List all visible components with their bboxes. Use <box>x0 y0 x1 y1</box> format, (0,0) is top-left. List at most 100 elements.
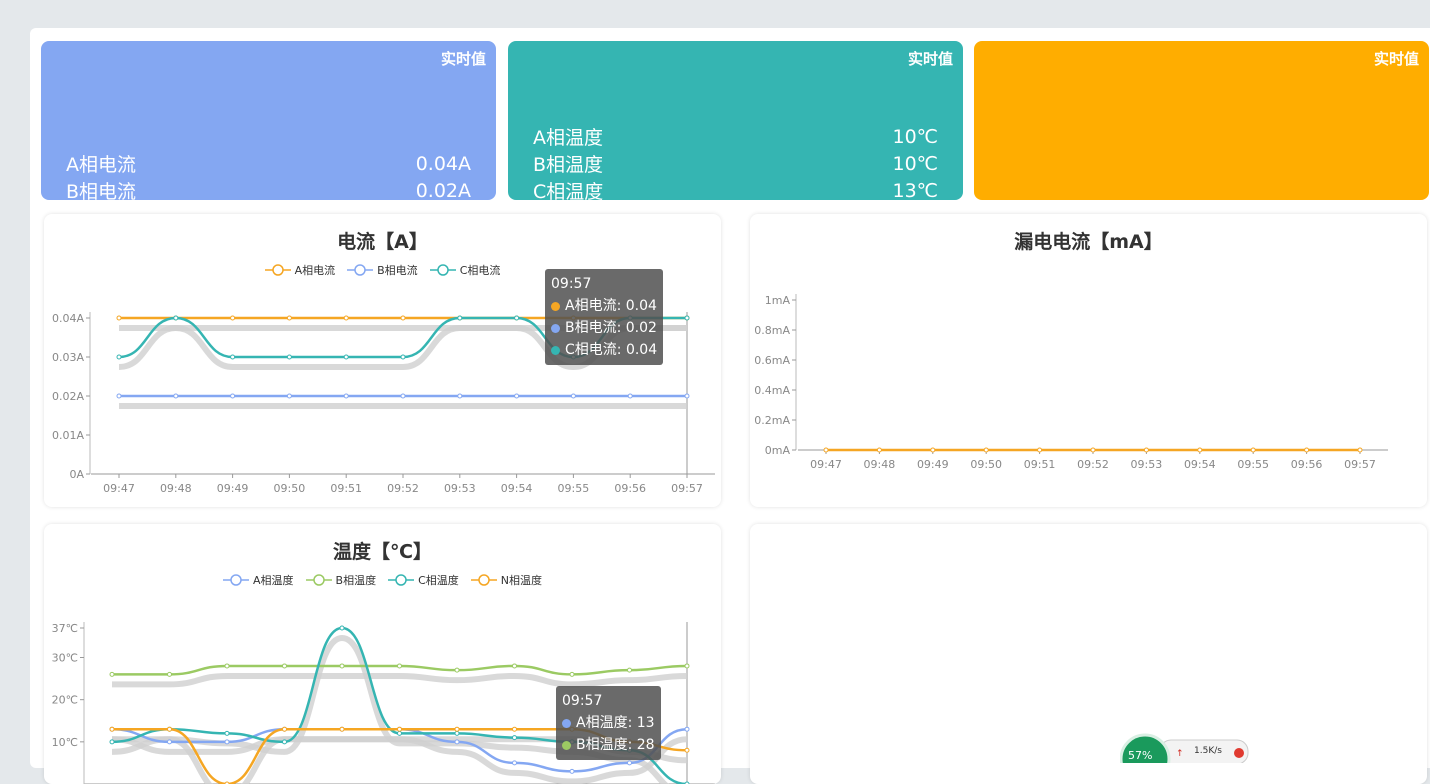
data-point <box>930 447 936 453</box>
leakage-realtime-card: 实时值 漏电电流0mA <box>974 41 1429 230</box>
data-point <box>512 735 517 741</box>
chart-title: 漏电电流【mA】 <box>1014 231 1163 253</box>
legend-marker-icon <box>264 264 291 276</box>
legend-item[interactable]: C相电流 <box>429 262 501 278</box>
data-point <box>823 447 829 453</box>
data-point <box>569 671 575 677</box>
x-tick-label: 09:47 <box>103 482 135 495</box>
data-point <box>339 625 345 631</box>
legend-item[interactable]: A相电流 <box>264 262 335 278</box>
y-tick-label: 37℃ <box>52 622 78 635</box>
legend-marker-icon <box>223 574 249 586</box>
data-point <box>1143 447 1149 453</box>
data-point <box>514 315 520 321</box>
data-point <box>454 730 460 736</box>
tooltip-dot <box>551 345 560 355</box>
data-point <box>569 768 575 774</box>
data-point <box>167 739 172 745</box>
data-point <box>167 726 172 732</box>
data-point <box>1197 447 1203 453</box>
y-tick-label: 0.8mA <box>754 324 790 337</box>
x-tick-label: 09:49 <box>917 458 949 471</box>
data-point <box>454 667 460 673</box>
legend-label: C相电流 <box>459 264 501 277</box>
data-point <box>512 760 517 766</box>
data-point <box>116 354 122 360</box>
x-tick-label: 09:54 <box>1184 458 1216 471</box>
x-tick-label: 09:49 <box>217 482 249 495</box>
data-point <box>457 393 463 399</box>
data-point <box>167 671 172 677</box>
legend-item[interactable]: A相温度 <box>223 572 294 588</box>
data-point <box>1357 447 1363 453</box>
data-point <box>512 726 517 732</box>
tooltip-dot <box>551 323 560 333</box>
chart-title: 温度【℃】 <box>332 541 432 563</box>
data-point <box>684 315 690 321</box>
data-point <box>116 315 122 321</box>
row-label: A相温度 <box>533 127 603 149</box>
data-point <box>514 393 520 399</box>
data-point <box>173 315 179 321</box>
legend-marker-icon <box>470 574 497 586</box>
tooltip-text: B相温度: 28 <box>576 737 655 753</box>
tooltip-text: A相电流: 0.04 <box>565 298 657 314</box>
chart-legend: A相电流 B相电流 C相电流 <box>44 262 721 278</box>
card-row: B相温度 10℃ <box>533 150 938 177</box>
x-tick-label: 09:52 <box>387 482 419 495</box>
x-tick-label: 09:48 <box>160 482 192 495</box>
data-point <box>397 663 402 669</box>
y-tick-label: 20℃ <box>52 694 78 707</box>
y-tick-label: 0A <box>69 468 84 481</box>
network-monitor-widget[interactable]: ↑ 57% 1.5K/s <box>1119 733 1250 784</box>
x-tick-label: 09:56 <box>1291 458 1323 471</box>
data-point <box>684 726 690 732</box>
data-point <box>983 447 989 453</box>
legend-item[interactable]: B相温度 <box>305 572 377 588</box>
chart-tooltip: 09:57 A相电流: 0.04 B相电流: 0.02 C相电流: 0.04 <box>545 269 664 365</box>
card-row: A相温度 10℃ <box>533 123 938 150</box>
row-value: 10℃ <box>892 125 938 148</box>
data-point <box>282 739 287 745</box>
legend-label: B相温度 <box>335 574 377 587</box>
data-point <box>627 393 633 399</box>
y-tick-label: 30℃ <box>52 652 78 665</box>
y-tick-label: 0.02A <box>52 390 84 403</box>
tooltip-dot <box>562 718 571 728</box>
legend-label: C相温度 <box>418 574 459 587</box>
current-chart-panel: 电流【A】 A相电流 B相电流 C相电流 0A 0.01A 0.02A 0.03A 0.04… <box>44 214 721 507</box>
leakage-line-chart: 0mA 0.2mA 0.4mA 0.6mA 0.8mA 1mA 09:47 09:48 09:4… <box>754 294 1388 471</box>
widget-speed: 1.5K/s <box>1194 746 1222 756</box>
row-label: B相温度 <box>533 154 604 176</box>
data-point <box>286 393 292 399</box>
leakage-chart-panel: 漏电电流【mA】 0mA 0.2mA 0.4mA 0.6mA 0.8mA 1mA 09:47… <box>750 214 1427 507</box>
data-point <box>1037 447 1043 453</box>
data-point <box>512 663 517 669</box>
widget-percent: 57% <box>1128 749 1153 762</box>
x-tick-label: 09:47 <box>810 458 842 471</box>
data-point <box>282 726 287 732</box>
tooltip-dot <box>551 301 560 311</box>
x-tick-label: 09:53 <box>444 482 476 495</box>
data-point <box>876 447 882 453</box>
data-point <box>224 739 230 745</box>
data-point <box>627 667 632 673</box>
x-tick-label: 09:56 <box>614 482 646 495</box>
data-point <box>1090 447 1096 453</box>
legend-item[interactable]: C相温度 <box>388 572 459 588</box>
row-value: 13℃ <box>892 179 938 202</box>
row-label: C相温度 <box>533 181 604 203</box>
chart-tooltip: 09:57 A相温度: 13 B相温度: 28 <box>556 686 661 760</box>
legend-label: A相温度 <box>253 574 294 587</box>
data-point <box>173 393 179 399</box>
x-tick-label: 09:48 <box>864 458 896 471</box>
legend-item[interactable]: N相温度 <box>470 572 542 588</box>
x-tick-label: 09:57 <box>671 482 703 495</box>
legend-item[interactable]: B相电流 <box>347 262 418 278</box>
tooltip-text: B相电流: 0.02 <box>565 320 657 336</box>
x-tick-label: 09:51 <box>330 482 362 495</box>
legend-marker-icon <box>388 574 415 586</box>
